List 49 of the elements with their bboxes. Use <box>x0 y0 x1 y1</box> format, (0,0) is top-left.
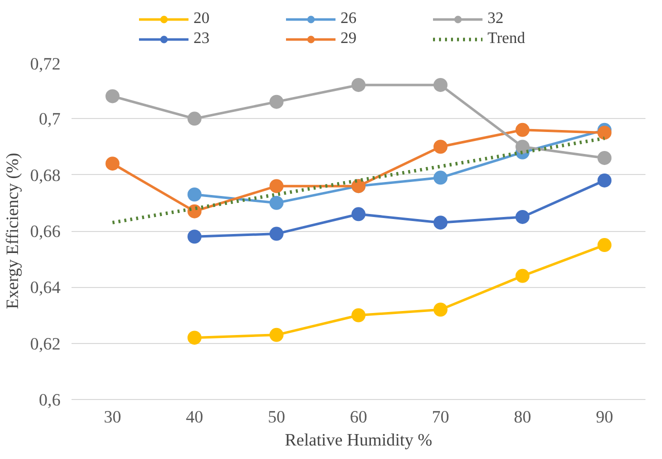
point <box>434 170 448 185</box>
x-tick-label: 40 <box>186 408 204 426</box>
x-tick-label: 60 <box>350 408 368 426</box>
point <box>434 140 448 154</box>
legend-label: 26 <box>340 10 358 28</box>
x-tick-label: 70 <box>432 408 450 426</box>
point <box>434 78 448 92</box>
legend-label: 20 <box>194 10 210 28</box>
point <box>188 188 202 202</box>
y-axis-title: Exergy Efficiency (%) <box>3 152 22 310</box>
point <box>598 173 612 188</box>
point <box>270 94 284 109</box>
point <box>598 150 612 165</box>
legend-label: Trend <box>488 30 526 48</box>
point <box>516 122 530 137</box>
point <box>188 112 202 126</box>
point <box>434 302 448 317</box>
y-tick-label: 0,6 <box>38 390 61 410</box>
point <box>516 210 530 224</box>
point <box>516 268 530 283</box>
point <box>106 156 120 171</box>
point <box>188 330 202 345</box>
y-tick-label: 0,66 <box>30 222 61 241</box>
x-tick-label: 30 <box>104 408 122 426</box>
point <box>352 308 366 322</box>
y-tick-label: 0,7 <box>38 110 61 129</box>
point <box>516 140 530 154</box>
point <box>270 179 284 194</box>
point <box>434 216 448 230</box>
point <box>270 328 284 342</box>
y-tick-label: 0,64 <box>30 278 61 298</box>
y-tick-label: 0,72 <box>30 54 61 74</box>
point <box>598 238 612 252</box>
y-tick-label: 0,68 <box>30 166 61 185</box>
x-tick-label: 50 <box>268 408 286 426</box>
x-axis-title: Relative Humidity % <box>284 430 432 450</box>
x-tick-label: 80 <box>514 408 532 426</box>
legend-label: 23 <box>194 30 210 48</box>
point <box>270 196 284 210</box>
legend-label: 32 <box>488 10 504 28</box>
x-tick-label: 90 <box>596 408 614 426</box>
point <box>598 126 612 140</box>
point <box>352 78 366 92</box>
y-tick-label: 0,62 <box>30 334 61 354</box>
point <box>352 207 366 222</box>
point <box>270 226 284 241</box>
legend-label: 29 <box>340 30 358 48</box>
point <box>106 89 120 104</box>
point <box>188 230 202 244</box>
